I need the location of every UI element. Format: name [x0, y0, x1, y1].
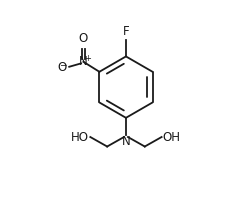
Text: N: N [122, 135, 130, 148]
Text: O: O [57, 61, 67, 74]
Text: HO: HO [71, 130, 89, 144]
Text: +: + [84, 54, 91, 63]
Text: N: N [79, 55, 88, 68]
Text: F: F [123, 25, 129, 38]
Text: O: O [79, 32, 88, 45]
Text: −: − [59, 60, 66, 69]
Text: OH: OH [163, 130, 181, 144]
